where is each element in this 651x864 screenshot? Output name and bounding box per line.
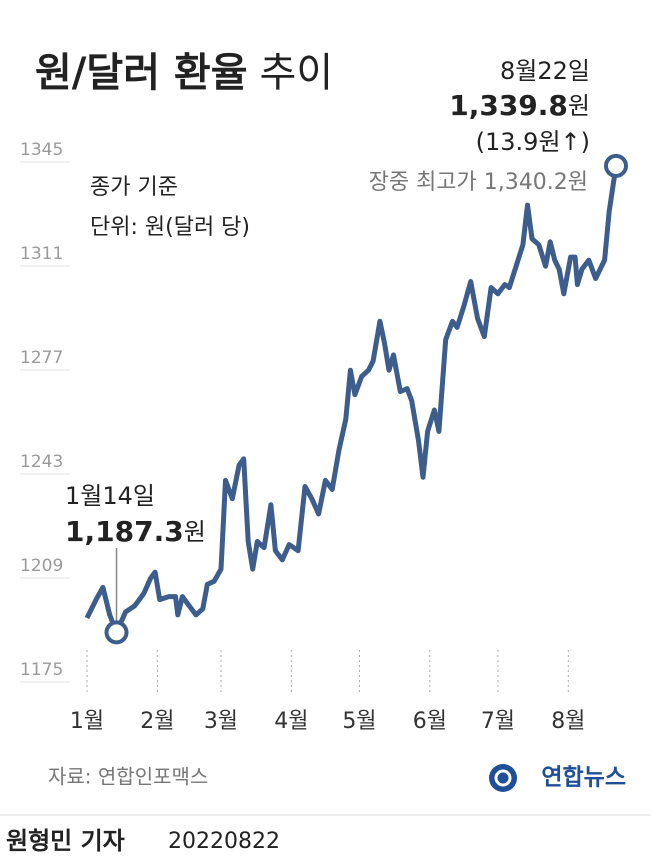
- y-tick-label: 1175: [20, 660, 63, 680]
- x-tick-label: 8월: [551, 709, 585, 734]
- note: 단위: 원(달러 당): [90, 215, 250, 240]
- x-tick-label: 6월: [413, 709, 447, 734]
- y-tick-label: 1209: [20, 556, 63, 576]
- byline: 원형민 기자: [6, 827, 125, 855]
- x-tick-label: 7월: [481, 709, 515, 734]
- logo: 연합뉴스: [541, 765, 626, 791]
- value-unit: 원: [568, 92, 590, 120]
- annotation-value: 1,339.8원: [449, 89, 590, 122]
- annotation-change: (13.9원↑): [476, 128, 590, 156]
- annotation-value: 1,187.3원: [65, 515, 206, 548]
- value-number: 1,339.8: [449, 89, 568, 122]
- point-marker: [104, 620, 129, 645]
- note: 종가 기준: [90, 175, 178, 200]
- annotation-intraday: 장중 최고가 1,340.2원: [369, 170, 588, 195]
- x-tick-label: 2월: [140, 709, 174, 734]
- logo-icon: [489, 764, 517, 792]
- x-tick-label: 4월: [274, 709, 308, 734]
- date: 20220822: [168, 829, 280, 854]
- x-tick-label: 1월: [70, 709, 104, 734]
- annotation-date: 1월14일: [65, 482, 155, 510]
- value-unit: 원: [184, 518, 206, 546]
- line: [84, 165, 619, 635]
- y-tick-label: 1311: [20, 244, 63, 264]
- value-number: 1,187.3: [65, 515, 184, 548]
- y-tick-label: 1345: [20, 140, 63, 160]
- title-suffix: 추이: [260, 50, 334, 96]
- y-tick-label: 1243: [20, 452, 63, 472]
- source: 자료: 연합인포맥스: [48, 765, 208, 789]
- annotation-date: 8월22일: [500, 57, 590, 85]
- y-tick-label: 1277: [20, 348, 63, 368]
- point-marker: [604, 153, 628, 178]
- logo-icon: [494, 769, 512, 787]
- x-tick-label: 3월: [204, 709, 238, 734]
- x-tick-label: 5월: [342, 709, 376, 734]
- title-main: 원/달러 환율: [35, 50, 248, 96]
- chart-title: 원/달러 환율 추이: [35, 50, 333, 96]
